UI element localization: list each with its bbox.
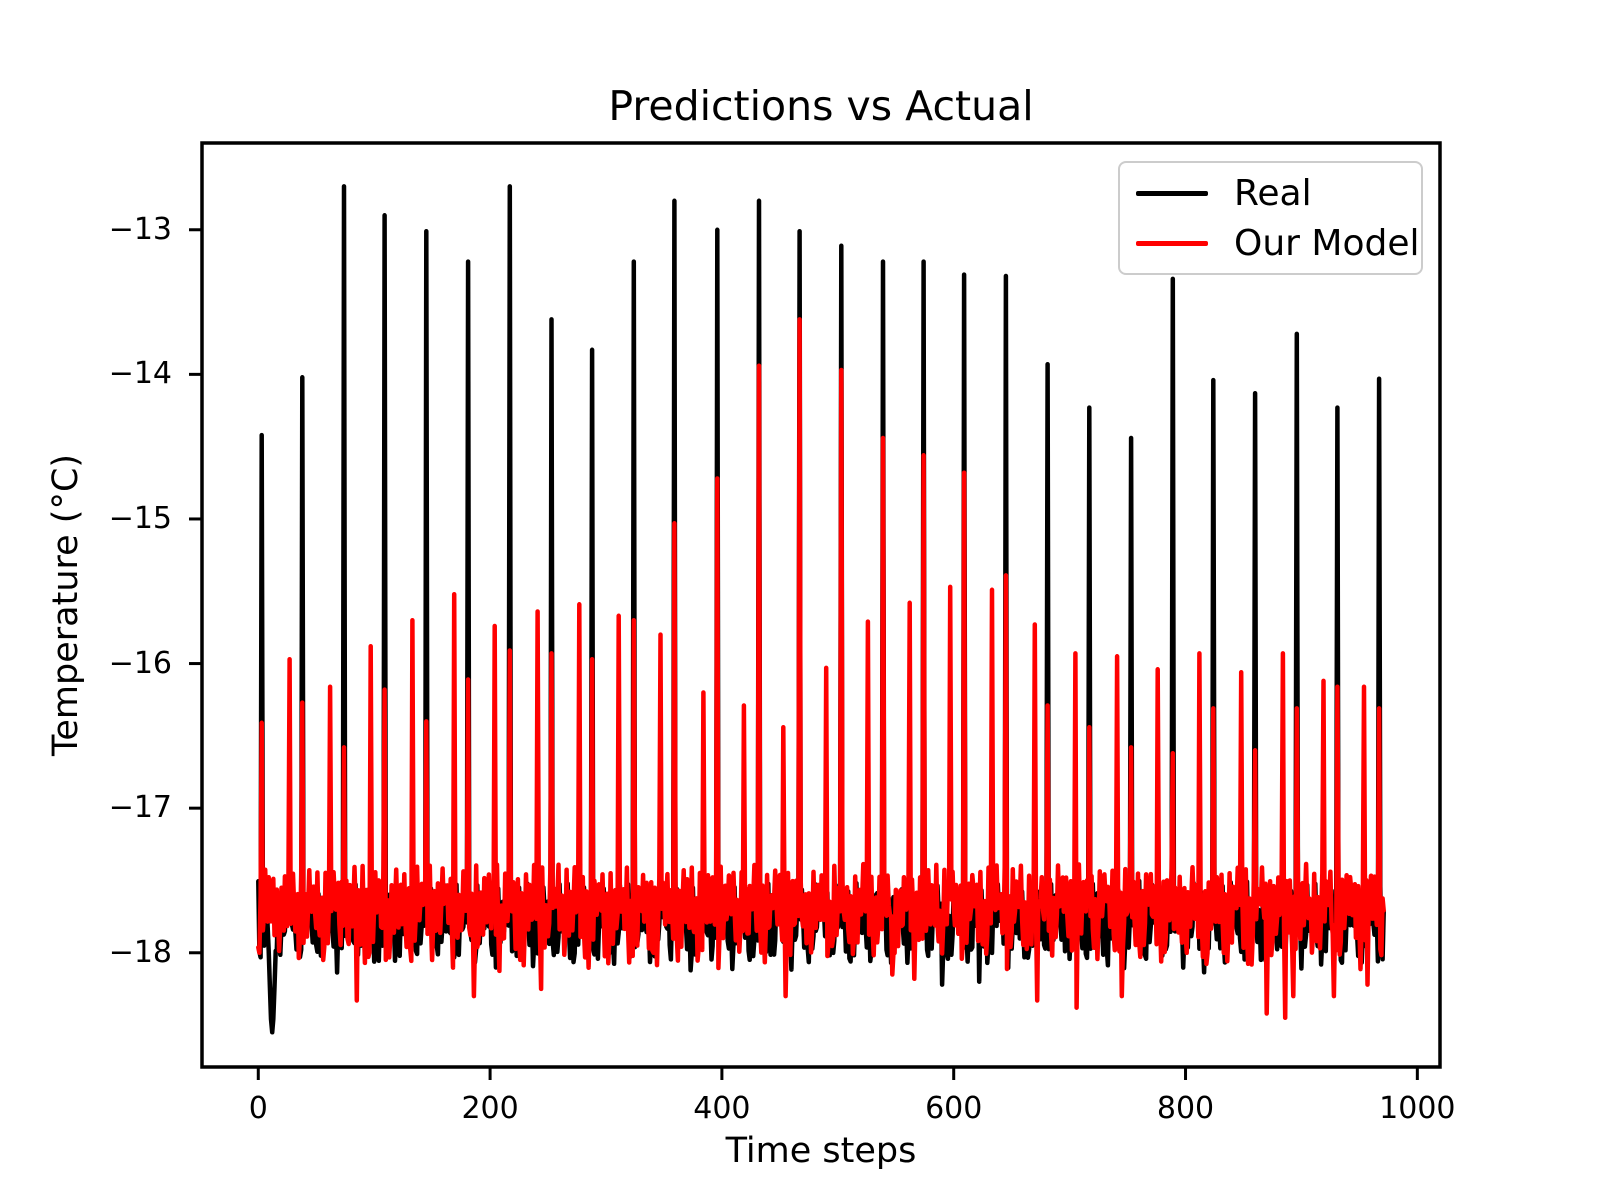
x-axis-label: Time steps [725, 1131, 917, 1171]
legend-entry-our-model: Our Model [1136, 218, 1421, 268]
y-tick-label: −18 [108, 934, 172, 970]
x-tick-label: 200 [461, 1091, 519, 1126]
x-tick-label: 1000 [1379, 1091, 1456, 1126]
y-tick-label: −15 [108, 500, 172, 536]
legend-entry-real: Real [1136, 168, 1421, 218]
chart-title: Predictions vs Actual [608, 82, 1034, 130]
y-tick-label: −13 [108, 211, 172, 247]
plot-frame [200, 141, 1442, 1069]
real-line-sample-icon [1136, 190, 1208, 196]
legend-label-real: Real [1234, 172, 1312, 214]
legend-label-our-model: Our Model [1234, 222, 1420, 264]
y-tick-label: −16 [108, 645, 172, 681]
our-model-series-line [256, 317, 1386, 1021]
y-tick-label: −17 [108, 790, 172, 826]
x-tick-label: 400 [693, 1091, 751, 1126]
legend: Real Our Model [1118, 161, 1423, 275]
y-tick-label: −14 [108, 356, 172, 392]
x-tick-label: 600 [925, 1091, 983, 1126]
our-model-line-sample-icon [1136, 240, 1208, 246]
x-tick-label: 800 [1156, 1091, 1215, 1126]
x-tick-label: 0 [248, 1091, 268, 1126]
